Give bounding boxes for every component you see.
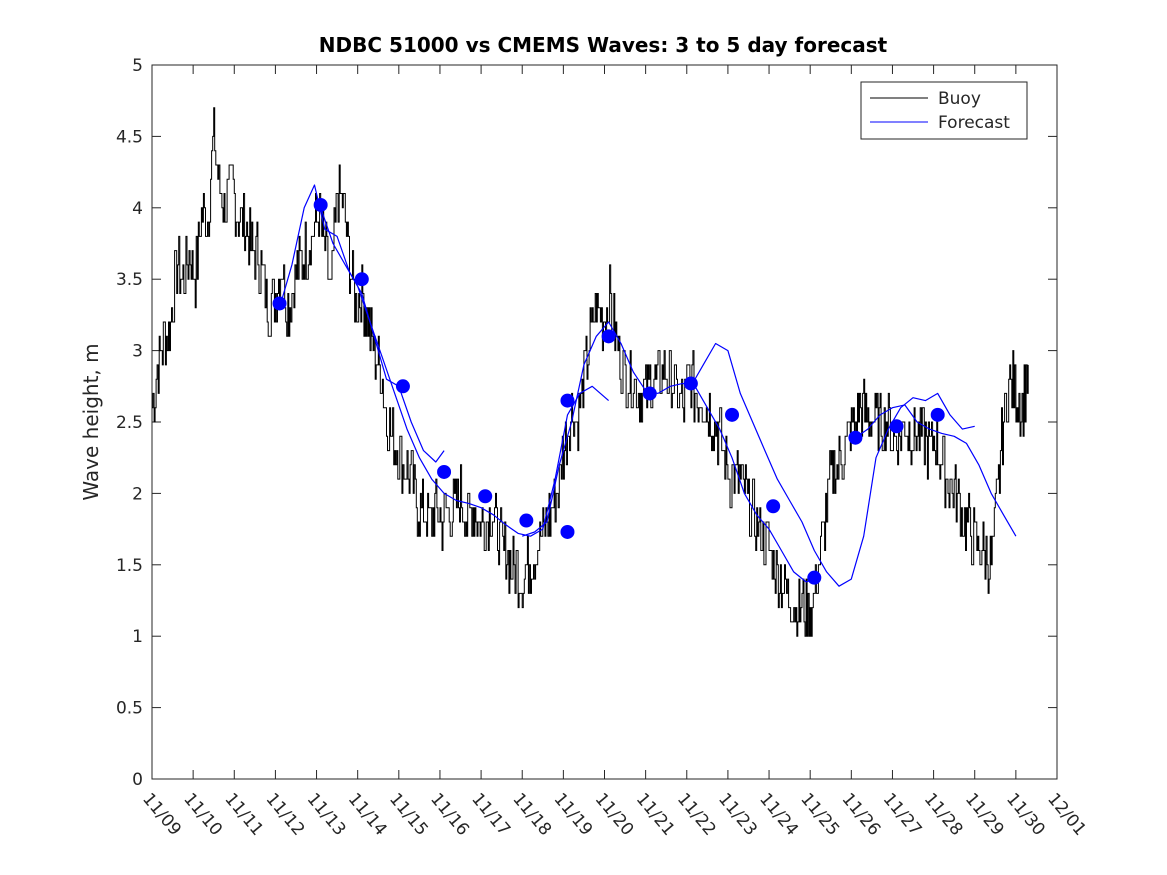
x-tick-label: 11/11	[220, 789, 267, 839]
forecast-point	[354, 272, 369, 287]
x-tick-label: 11/13	[303, 789, 350, 839]
forecast-series-line	[278, 184, 445, 463]
x-tick-label: 11/25	[796, 789, 843, 839]
x-tick-label: 11/22	[673, 789, 720, 839]
forecast-point	[313, 197, 328, 212]
x-tick-label: 11/20	[591, 789, 638, 839]
legend-buoy-label: Buoy	[938, 89, 981, 109]
x-tick-label: 11/09	[138, 789, 185, 839]
legend-forecast-label: Forecast	[938, 113, 1010, 133]
forecast-point	[437, 464, 452, 479]
x-tick-label: 11/15	[385, 789, 432, 839]
y-tick-label: 3	[132, 342, 143, 362]
y-tick-label: 4.5	[116, 127, 143, 147]
y-tick-label: 3.5	[116, 270, 143, 290]
forecast-point	[930, 407, 945, 422]
x-tick-label: 11/18	[508, 789, 555, 839]
x-tick-label: 11/28	[920, 789, 967, 839]
x-tick-label: 11/10	[179, 789, 226, 839]
forecast-point	[560, 524, 575, 539]
chart-title: NDBC 51000 vs CMEMS Waves: 3 to 5 day fo…	[319, 33, 888, 57]
x-tick-label: 11/19	[550, 789, 597, 839]
forecast-point	[601, 329, 616, 344]
forecast-point	[807, 570, 822, 585]
x-tick-label: 11/16	[426, 789, 473, 839]
x-tick-label: 11/30	[1002, 789, 1049, 839]
forecast-series-line	[855, 404, 1017, 537]
y-tick-label: 2.5	[116, 413, 143, 433]
forecast-series-line	[690, 342, 975, 587]
forecast-point	[395, 379, 410, 394]
y-tick-label: 2	[132, 484, 143, 504]
forecast-point	[889, 419, 904, 434]
x-tick-label: 11/24	[755, 789, 802, 839]
y-tick-label: 4	[132, 199, 143, 219]
forecast-point	[478, 489, 493, 504]
forecast-point	[683, 376, 698, 391]
forecast-series-line	[320, 207, 609, 537]
buoy-series-line	[152, 107, 1029, 637]
x-tick-label: 11/17	[467, 789, 514, 839]
x-tick-label: 11/21	[632, 789, 679, 839]
forecast-point	[642, 386, 657, 401]
forecast-point	[766, 499, 781, 514]
x-tick-label: 11/12	[262, 789, 309, 839]
x-tick-label: 11/23	[714, 789, 761, 839]
y-axis-label: Wave height, m	[79, 343, 103, 500]
forecast-point	[272, 296, 287, 311]
y-tick-label: 1	[132, 627, 143, 647]
forecast-series-line	[522, 321, 819, 583]
x-tick-label: 11/14	[344, 789, 391, 839]
plot-area: 00.511.522.533.544.5511/0911/1011/1111/1…	[116, 56, 1090, 840]
forecast-point	[725, 407, 740, 422]
forecast-point	[519, 513, 534, 528]
x-tick-label: 11/27	[879, 789, 926, 839]
y-tick-label: 5	[132, 56, 143, 76]
legend-box	[860, 81, 1028, 140]
y-tick-label: 0.5	[116, 699, 143, 719]
x-tick-label: 11/29	[961, 789, 1008, 839]
y-tick-label: 0	[132, 770, 143, 790]
y-tick-label: 1.5	[116, 556, 143, 576]
forecast-point	[560, 393, 575, 408]
x-tick-label: 12/01	[1043, 789, 1090, 839]
forecast-point	[848, 430, 863, 445]
x-tick-label: 11/26	[837, 789, 884, 839]
legend: Buoy Forecast	[860, 81, 1028, 140]
